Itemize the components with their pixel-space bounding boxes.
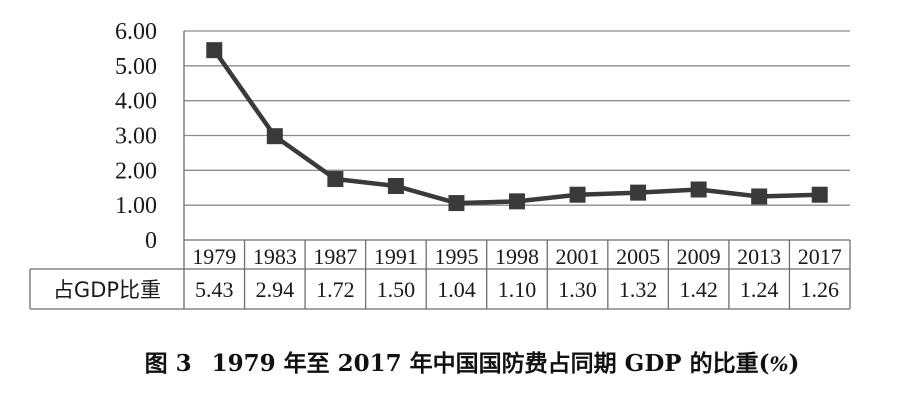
table-value-cell: 1.50 [377,277,416,302]
y-tick-label: 5.00 [115,54,157,80]
y-tick-label: 1.00 [115,193,157,219]
data-point-marker [630,184,647,201]
caption-prefix: 图 3 [145,350,192,377]
table-row-label: 占GDP比重 [53,278,161,302]
table-value-cell: 1.24 [740,277,779,302]
data-table: 1979 1983 1987 1991 1995 1998 2001 2005 2009 2013… [29,31,851,310]
y-tick-label: 4.00 [115,89,157,115]
figure-caption: 图 3 1979 年至 2017 年中国国防费占同期 GDP 的比重(%) [145,350,800,377]
data-point-marker [327,171,344,188]
data-point-marker [811,186,828,203]
x-category-label: 2013 [737,244,781,269]
caption-main: 1979 年至 2017 年中国国防费占同期 GDP 的比重( [212,350,770,377]
x-category-label: 1987 [313,244,357,269]
data-point-marker [509,193,525,210]
data-point-marker [387,178,404,195]
data-point-marker [751,188,768,205]
series-line [212,48,820,206]
x-category-label: 2017 [798,244,842,269]
table-value-cell: 1.32 [619,277,658,302]
x-category-label: 1995 [434,244,478,269]
x-category-label: 1983 [253,244,297,269]
caption-close: ) [788,350,799,377]
table-value-cell: 1.42 [679,277,718,302]
table-value-cell: 1.26 [800,277,839,302]
y-tick-label: 6.00 [115,19,157,45]
x-category-label: 1998 [495,244,539,269]
y-axis-tick-labels: 0 1.00 2.00 3.00 4.00 5.00 6.00 [115,19,157,254]
grid-lines [184,30,850,206]
table-value-cell: 1.10 [498,277,537,302]
x-category-label: 2001 [556,244,600,269]
data-series [206,42,828,212]
x-category-label: 2005 [616,244,660,269]
x-category-label: 2009 [677,244,721,269]
data-point-marker [266,128,283,145]
y-tick-label: 2.00 [115,158,157,184]
table-value-cell: 1.72 [316,277,355,302]
data-point-marker [569,186,586,203]
caption-percent: % [769,352,788,376]
y-tick-label: 3.00 [115,124,157,150]
x-category-label: 1991 [374,244,418,269]
data-point-marker [448,195,465,212]
table-value-cell: 5.43 [195,277,234,302]
data-point-marker [206,42,223,59]
x-category-label: 1979 [192,244,236,269]
table-value-cell: 1.30 [558,277,597,302]
data-point-marker [690,181,707,198]
y-tick-label: 0 [145,228,157,254]
table-value-cell: 1.04 [437,277,476,302]
table-value-cell: 2.94 [256,277,295,302]
